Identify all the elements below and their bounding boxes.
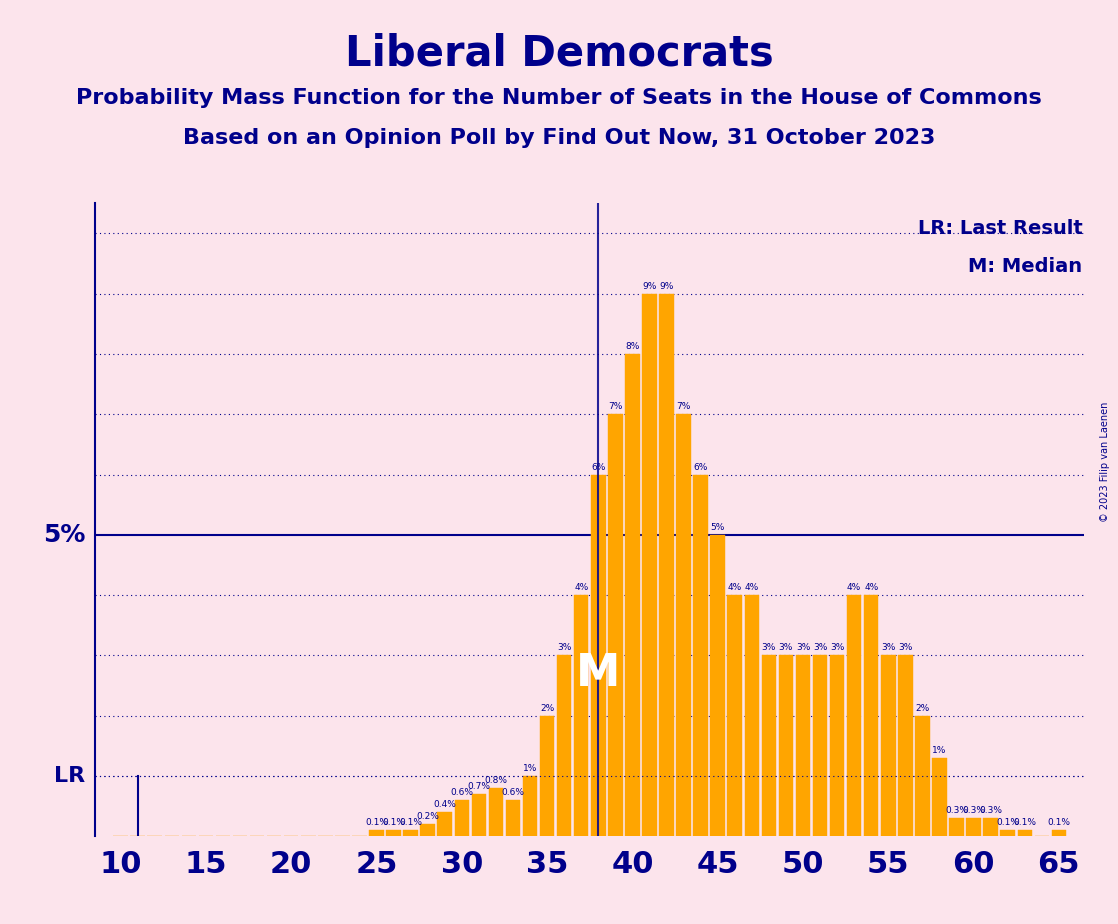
Text: 5%: 5% <box>711 523 724 532</box>
Text: 0.1%: 0.1% <box>399 818 423 827</box>
Text: 0.3%: 0.3% <box>945 806 968 815</box>
Text: 3%: 3% <box>761 643 776 652</box>
Bar <box>932 758 947 836</box>
Text: 9%: 9% <box>642 282 656 291</box>
Text: 1%: 1% <box>523 764 538 772</box>
Text: Probability Mass Function for the Number of Seats in the House of Commons: Probability Mass Function for the Number… <box>76 88 1042 108</box>
Bar <box>625 354 639 836</box>
Text: M: M <box>576 652 620 695</box>
Text: 0.1%: 0.1% <box>364 818 388 827</box>
Bar <box>437 812 452 836</box>
Bar <box>778 655 793 836</box>
Text: 3%: 3% <box>898 643 912 652</box>
Text: 3%: 3% <box>830 643 844 652</box>
Text: 0.1%: 0.1% <box>996 818 1020 827</box>
Bar <box>830 655 844 836</box>
Bar <box>693 475 708 836</box>
Text: 3%: 3% <box>796 643 811 652</box>
Text: 0.7%: 0.7% <box>467 782 491 791</box>
Text: 3%: 3% <box>557 643 571 652</box>
Bar <box>660 294 674 836</box>
Text: 0.1%: 0.1% <box>1048 818 1070 827</box>
Bar <box>898 655 912 836</box>
Text: LR: Last Result: LR: Last Result <box>918 219 1082 238</box>
Bar <box>864 595 879 836</box>
Bar <box>1052 830 1067 836</box>
Bar <box>455 800 470 836</box>
Text: M: Median: M: Median <box>968 257 1082 276</box>
Text: 3%: 3% <box>813 643 827 652</box>
Bar <box>1017 830 1032 836</box>
Bar <box>813 655 827 836</box>
Bar <box>472 794 486 836</box>
Text: 0.6%: 0.6% <box>502 788 524 797</box>
Text: 0.1%: 0.1% <box>382 818 405 827</box>
Text: 5%: 5% <box>42 523 85 547</box>
Bar <box>728 595 742 836</box>
Bar <box>745 595 759 836</box>
Text: 4%: 4% <box>847 583 861 592</box>
Text: 0.6%: 0.6% <box>451 788 473 797</box>
Bar <box>420 824 435 836</box>
Text: Liberal Democrats: Liberal Democrats <box>344 32 774 74</box>
Text: 0.3%: 0.3% <box>979 806 1002 815</box>
Text: Based on an Opinion Poll by Find Out Now, 31 October 2023: Based on an Opinion Poll by Find Out Now… <box>183 128 935 148</box>
Bar <box>489 788 503 836</box>
Bar <box>540 716 555 836</box>
Bar <box>796 655 811 836</box>
Text: 1%: 1% <box>932 746 947 755</box>
Bar <box>557 655 571 836</box>
Text: 0.2%: 0.2% <box>416 812 439 821</box>
Bar <box>369 830 383 836</box>
Text: 4%: 4% <box>728 583 742 592</box>
Bar <box>949 818 964 836</box>
Bar <box>404 830 418 836</box>
Bar <box>608 414 623 836</box>
Bar <box>1001 830 1015 836</box>
Bar <box>676 414 691 836</box>
Text: 7%: 7% <box>608 402 623 411</box>
Text: 6%: 6% <box>591 463 606 471</box>
Text: 7%: 7% <box>676 402 691 411</box>
Bar <box>847 595 861 836</box>
Text: 9%: 9% <box>660 282 674 291</box>
Bar <box>761 655 776 836</box>
Text: 3%: 3% <box>881 643 896 652</box>
Bar <box>505 800 520 836</box>
Text: 3%: 3% <box>779 643 793 652</box>
Text: 0.8%: 0.8% <box>484 776 508 785</box>
Bar <box>591 475 606 836</box>
Text: 2%: 2% <box>540 704 555 712</box>
Text: 4%: 4% <box>574 583 588 592</box>
Text: LR: LR <box>54 766 85 786</box>
Text: 0.4%: 0.4% <box>434 800 456 809</box>
Text: 2%: 2% <box>916 704 929 712</box>
Text: 0.3%: 0.3% <box>963 806 985 815</box>
Text: © 2023 Filip van Laenen: © 2023 Filip van Laenen <box>1100 402 1110 522</box>
Text: 0.1%: 0.1% <box>1013 818 1036 827</box>
Bar <box>966 818 980 836</box>
Text: 6%: 6% <box>693 463 708 471</box>
Bar <box>387 830 401 836</box>
Bar <box>642 294 656 836</box>
Text: 8%: 8% <box>625 342 639 351</box>
Bar <box>984 818 998 836</box>
Bar <box>881 655 896 836</box>
Bar <box>523 776 538 836</box>
Bar <box>710 535 724 836</box>
Bar <box>916 716 930 836</box>
Text: 4%: 4% <box>864 583 879 592</box>
Text: 4%: 4% <box>745 583 759 592</box>
Bar <box>574 595 588 836</box>
